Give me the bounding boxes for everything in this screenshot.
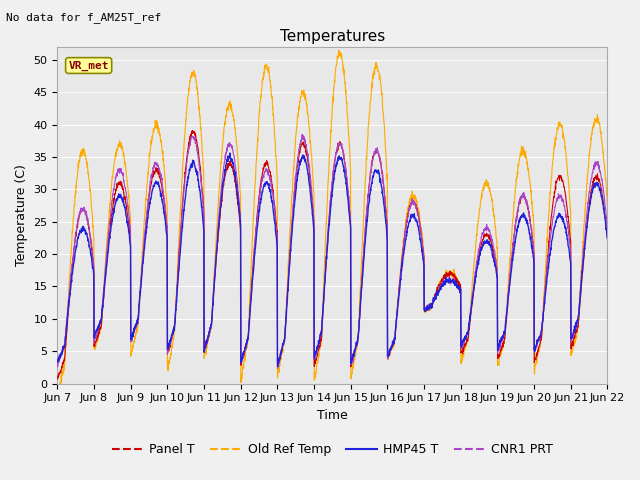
- Title: Temperatures: Temperatures: [280, 29, 385, 44]
- X-axis label: Time: Time: [317, 409, 348, 422]
- Text: VR_met: VR_met: [68, 60, 109, 71]
- Text: No data for f_AM25T_ref: No data for f_AM25T_ref: [6, 12, 162, 23]
- Y-axis label: Temperature (C): Temperature (C): [15, 164, 28, 266]
- Legend: Panel T, Old Ref Temp, HMP45 T, CNR1 PRT: Panel T, Old Ref Temp, HMP45 T, CNR1 PRT: [107, 438, 558, 461]
